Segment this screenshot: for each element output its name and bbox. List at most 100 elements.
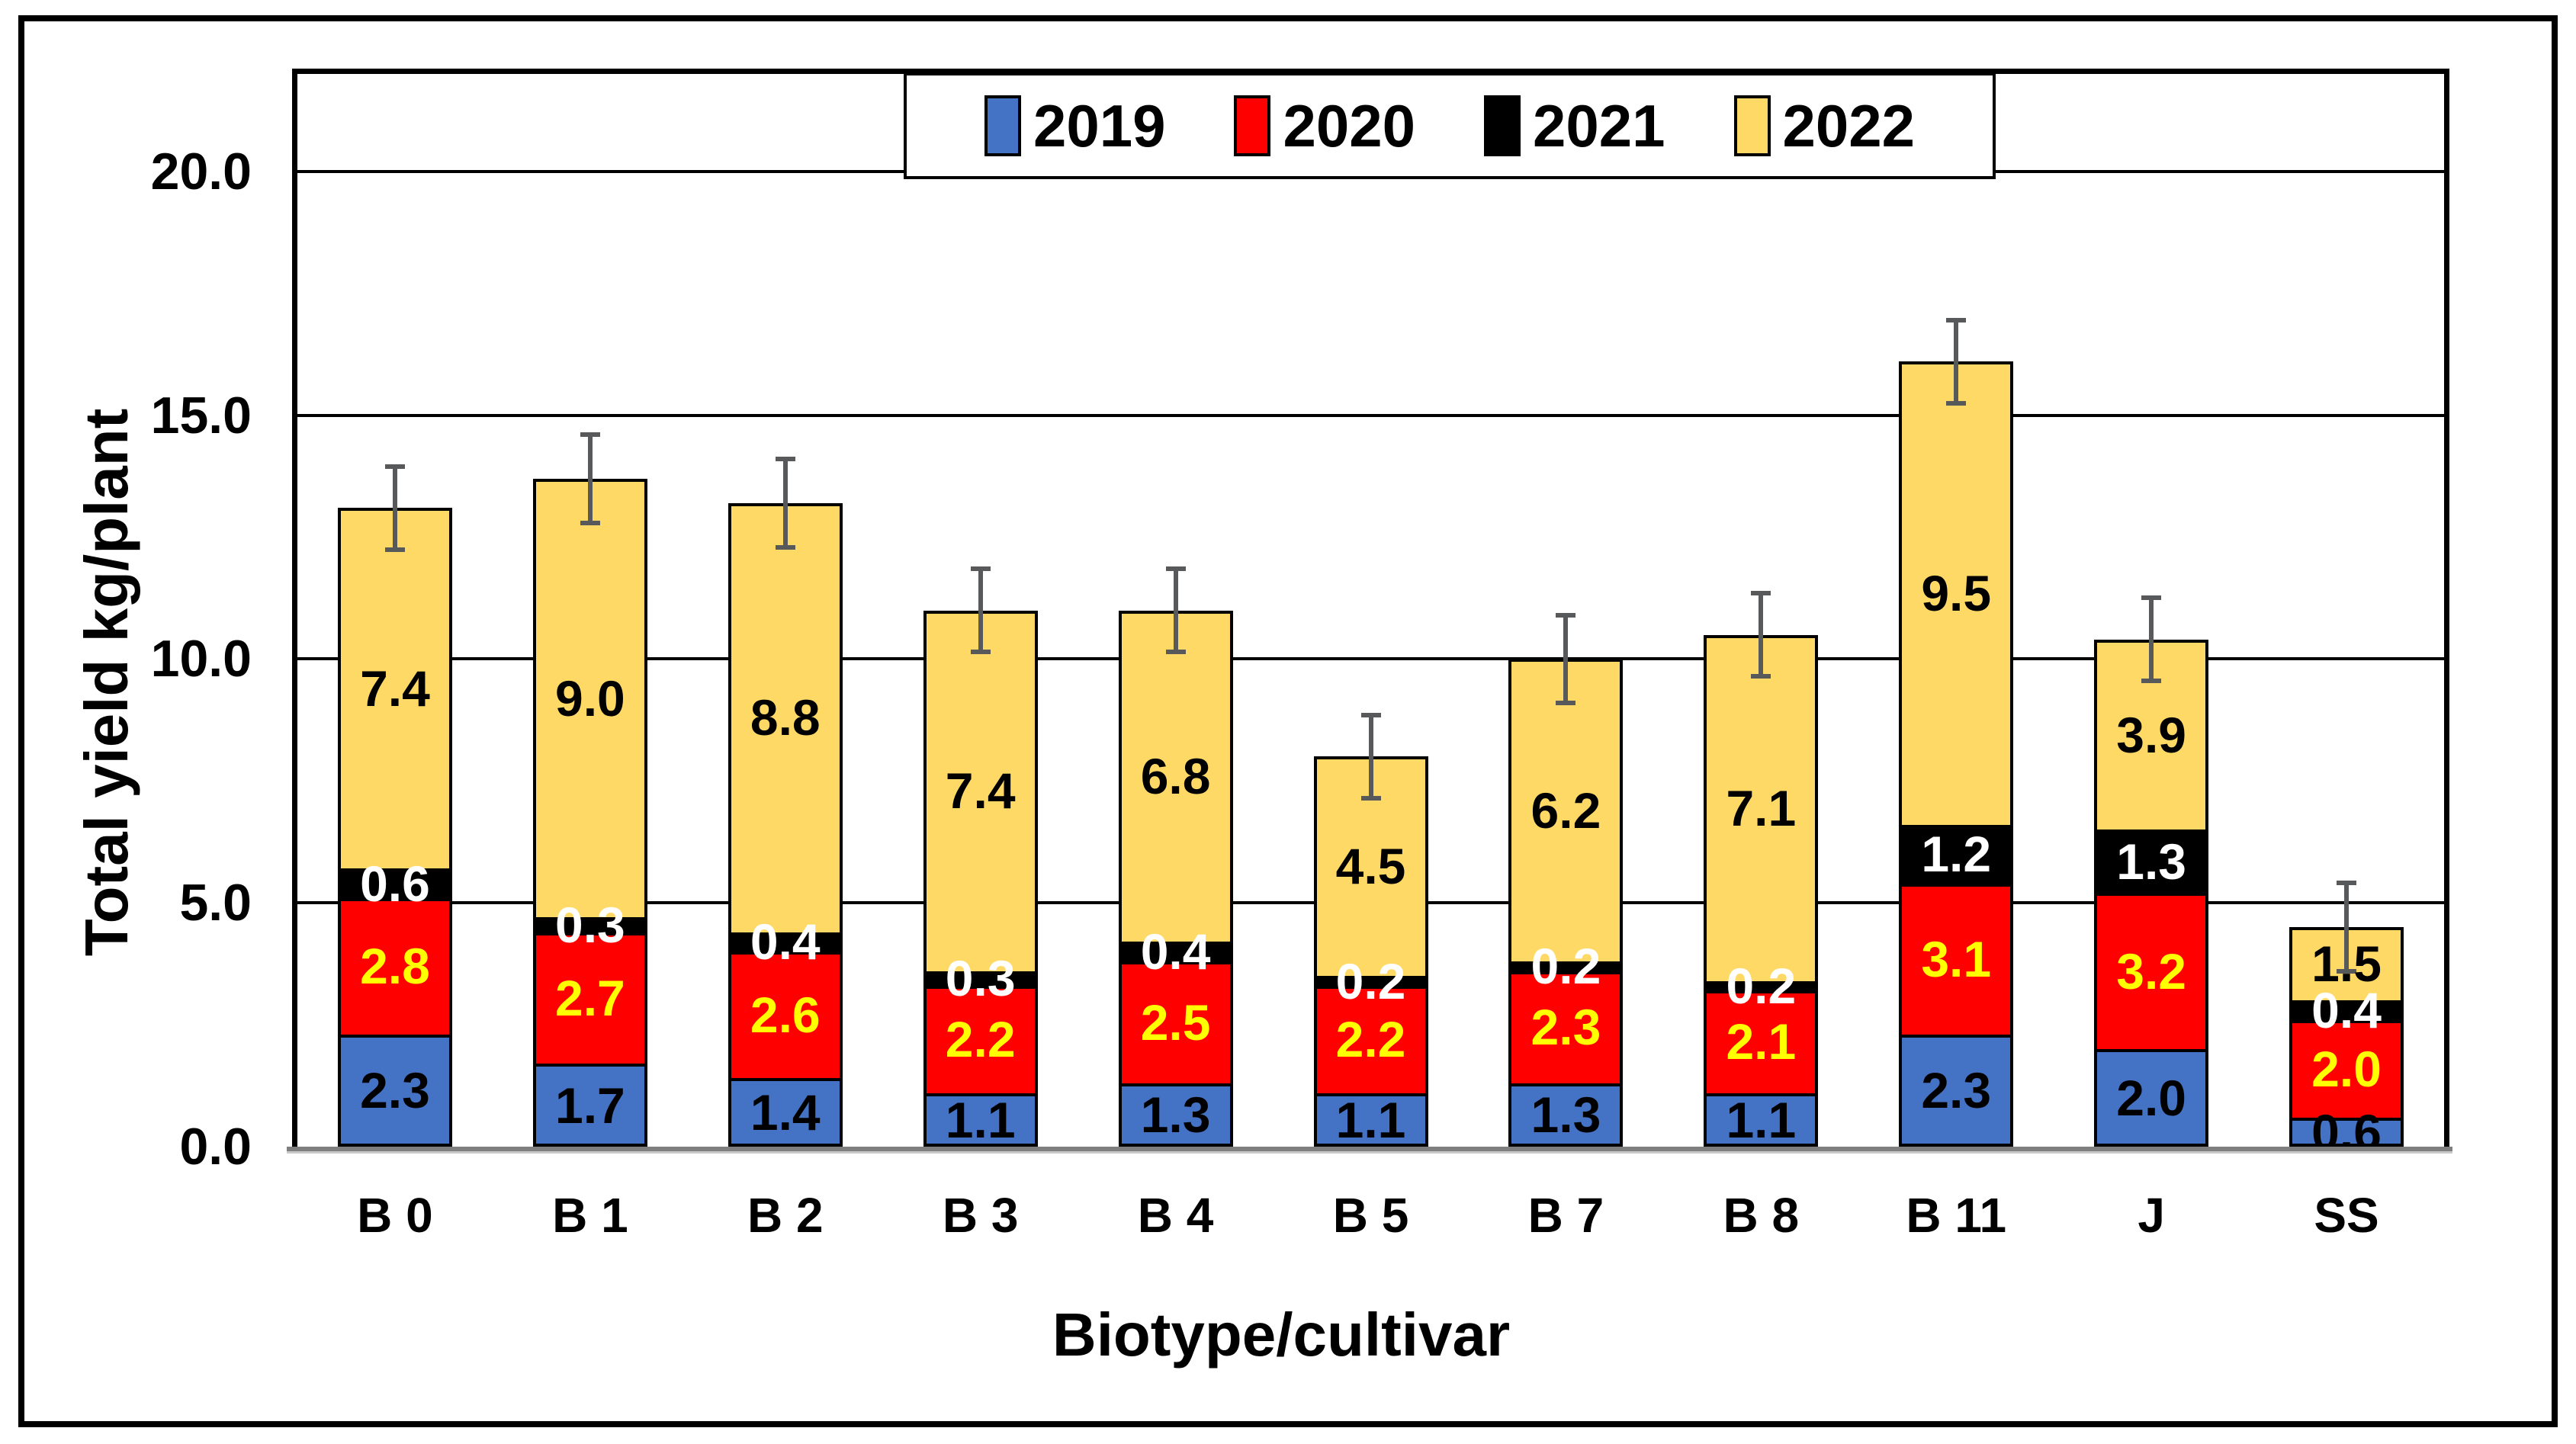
bar-label-ss-2021: 0.4 — [2311, 981, 2382, 1038]
bar-label-b-5-2020: 2.2 — [1335, 1011, 1406, 1068]
plot-border — [292, 69, 2449, 1152]
y-tick-10.0: 10.0 — [150, 630, 252, 688]
bar-label-b-5-2021: 0.2 — [1335, 952, 1406, 1009]
error-bar-cap-top-b-3 — [970, 566, 991, 571]
bar-label-b-4-2021: 0.4 — [1140, 923, 1211, 980]
bar-label-b-7-2019: 1.3 — [1531, 1086, 1601, 1144]
bar-label-b-3-2021: 0.3 — [945, 950, 1016, 1007]
bar-label-b-0-2021: 0.6 — [360, 855, 430, 912]
bar-b-3-2022 — [923, 610, 1038, 974]
error-bar-j — [2149, 595, 2154, 684]
bar-label-b-2-2020: 2.6 — [750, 987, 821, 1044]
bar-label-b-4-2019: 1.3 — [1140, 1086, 1211, 1144]
bar-b-5-2020 — [1313, 985, 1428, 1096]
error-bar-b-3 — [978, 566, 983, 655]
error-bar-b-2 — [782, 457, 788, 550]
bar-label-b-1-2021: 0.3 — [554, 897, 625, 953]
error-bar-cap-top-ss — [2337, 881, 2357, 886]
legend-item-2019: 2019 — [984, 92, 1166, 159]
legend-label-2019: 2019 — [1033, 92, 1166, 159]
bar-b-4-2019 — [1118, 1083, 1233, 1147]
y-tick-0.0: 0.0 — [179, 1118, 252, 1176]
error-bar-cap-bottom-ss — [2337, 968, 2357, 974]
x-label-b-11: B 11 — [1906, 1188, 2007, 1243]
x-label-b-1: B 1 — [552, 1188, 628, 1243]
error-bar-b-1 — [587, 432, 593, 525]
error-bar-cap-bottom-b-5 — [1360, 795, 1381, 801]
gridline-10.0 — [297, 657, 2444, 661]
y-tick-5.0: 5.0 — [179, 874, 252, 932]
error-bar-cap-bottom-b-8 — [1751, 674, 1771, 679]
x-label-b-4: B 4 — [1137, 1188, 1214, 1243]
bar-b-3-2020 — [923, 985, 1038, 1096]
error-bar-cap-bottom-b-3 — [970, 650, 991, 655]
legend: 2019 2020 2021 2022 — [904, 72, 1996, 179]
bar-b-7-2022 — [1508, 659, 1624, 964]
x-label-b-5: B 5 — [1332, 1188, 1409, 1243]
error-bar-cap-bottom-b-7 — [1556, 701, 1576, 706]
bar-label-b-2-2021: 0.4 — [750, 913, 821, 971]
error-bar-b-0 — [392, 464, 397, 552]
error-bar-cap-bottom-b-2 — [775, 544, 795, 550]
bar-j-2020 — [2094, 893, 2209, 1053]
bar-b-8-2020 — [1704, 990, 1819, 1096]
legend-swatch-2019 — [984, 95, 1021, 156]
error-bar-cap-top-b-8 — [1751, 590, 1771, 595]
error-bar-cap-bottom-b-0 — [384, 547, 405, 552]
bar-label-b-3-2020: 2.2 — [945, 1011, 1016, 1068]
bar-label-b-1-2020: 2.7 — [554, 969, 625, 1026]
bar-label-b-3-2019: 1.1 — [945, 1091, 1016, 1148]
bar-label-b-3-2022: 7.4 — [945, 762, 1016, 820]
y-tick-15.0: 15.0 — [150, 386, 252, 444]
bar-b-2-2022 — [728, 502, 843, 935]
error-bar-ss — [2344, 881, 2350, 974]
bar-label-b-7-2021: 0.2 — [1531, 938, 1601, 995]
bar-label-b-7-2022: 6.2 — [1531, 781, 1601, 839]
error-bar-cap-top-b-11 — [1946, 317, 1967, 322]
error-bar-b-4 — [1173, 566, 1178, 655]
error-bar-cap-top-b-4 — [1165, 566, 1186, 571]
bar-ss-2020 — [2289, 1019, 2404, 1121]
bar-label-b-11-2020: 3.1 — [1921, 930, 1992, 987]
legend-swatch-2022 — [1733, 95, 1771, 156]
bar-label-b-8-2021: 0.2 — [1726, 957, 1797, 1014]
error-bar-cap-top-j — [2141, 595, 2162, 601]
bar-b-1-2019 — [532, 1064, 647, 1147]
x-axis-line — [287, 1147, 2452, 1151]
error-bar-cap-top-b-1 — [580, 432, 600, 438]
bar-label-ss-2022: 1.5 — [2311, 935, 2382, 993]
error-bar-b-8 — [1759, 590, 1764, 679]
legend-swatch-2021 — [1484, 95, 1521, 156]
error-bar-b-5 — [1368, 712, 1373, 801]
bar-b-2-2020 — [728, 951, 843, 1082]
legend-label-2022: 2022 — [1782, 92, 1916, 159]
legend-label-2021: 2021 — [1533, 92, 1665, 159]
bar-label-b-0-2019: 2.3 — [360, 1062, 430, 1119]
error-bar-b-7 — [1563, 612, 1569, 706]
x-label-ss: SS — [2314, 1188, 2379, 1243]
x-label-b-7: B 7 — [1527, 1188, 1604, 1243]
bar-label-j-2020: 3.2 — [2116, 942, 2186, 1000]
bar-label-b-7-2020: 2.3 — [1531, 999, 1601, 1056]
bar-label-ss-2020: 2.0 — [2311, 1040, 2382, 1097]
legend-item-2021: 2021 — [1484, 95, 1665, 156]
bar-label-b-1-2022: 9.0 — [554, 669, 625, 727]
bar-label-j-2019: 2.0 — [2116, 1070, 2186, 1127]
x-axis-title: Biotype/cultivar — [1052, 1301, 1511, 1369]
error-bar-cap-bottom-j — [2141, 679, 2162, 684]
error-bar-cap-top-b-0 — [384, 464, 405, 469]
bar-label-b-8-2020: 2.1 — [1726, 1013, 1797, 1070]
error-bar-cap-top-b-7 — [1556, 612, 1576, 618]
bar-label-j-2021: 1.3 — [2116, 833, 2186, 890]
bar-label-b-4-2020: 2.5 — [1140, 993, 1211, 1051]
bar-label-b-2-2019: 1.4 — [750, 1084, 821, 1141]
bar-b-8-2022 — [1704, 634, 1819, 984]
bar-b-0-2022 — [337, 508, 452, 872]
legend-item-2020: 2020 — [1234, 95, 1415, 156]
plot-area: 2.3 2.8 0.6 7.4 1.7 2.7 0.3 9.0 1.4 2.6 0.4 8.8 1.1 2… — [297, 74, 2444, 1157]
bar-label-b-8-2019: 1.1 — [1726, 1091, 1797, 1148]
bar-b-7-2020 — [1508, 971, 1624, 1086]
bar-label-b-11-2019: 2.3 — [1921, 1062, 1992, 1119]
error-bar-cap-bottom-b-1 — [580, 520, 600, 525]
x-label-b-2: B 2 — [747, 1188, 824, 1243]
